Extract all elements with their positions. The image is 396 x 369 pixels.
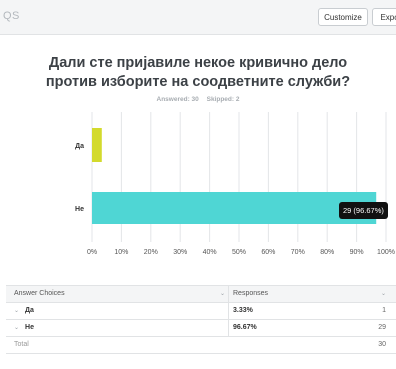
export-button[interactable]: Export (372, 8, 396, 26)
choice-label: Не (25, 324, 34, 331)
question-title-line1: Дали сте пријавиле некое кривично дело (48, 55, 348, 71)
bar-chart: 0% 10% 20% 30% 40% 50% 60% 70% 80% 90% 100% Да Не (75, 112, 395, 256)
question-label: QS (3, 10, 20, 22)
x-tick-label: 70% (291, 249, 305, 256)
responses-header[interactable]: Responses (233, 290, 269, 297)
question-title: Дали сте пријавиле некое кривично дело п… (40, 54, 356, 92)
x-tick-label: 40% (203, 249, 217, 256)
total-label: Total (14, 341, 29, 348)
customize-button[interactable]: Customize (318, 8, 368, 26)
column-divider (228, 286, 229, 302)
x-tick-label: 100% (377, 249, 395, 256)
x-tick-label: 90% (350, 249, 364, 256)
x-tick-label: 50% (232, 249, 246, 256)
chevron-down-icon[interactable]: ⌄ (14, 308, 20, 314)
response-percent: 3.33% (233, 307, 253, 314)
response-count: 1 (382, 307, 386, 314)
bar-tooltip: 29 (96.67%) (339, 202, 388, 219)
chevron-down-icon[interactable]: ⌄ (220, 291, 226, 297)
column-divider (228, 320, 229, 336)
x-tick-label: 10% (114, 249, 128, 256)
table-total-row: Total 30 (6, 337, 396, 354)
response-count: 29 (378, 324, 386, 331)
table-header: Answer Choices ⌄ Responses ⌄ (6, 285, 396, 303)
x-tick-label: 0% (87, 249, 97, 256)
chevron-down-icon[interactable]: ⌄ (380, 291, 386, 297)
bar (92, 128, 102, 162)
answered-count: Answered: 30 (156, 96, 199, 103)
answer-choices-header[interactable]: Answer Choices (14, 290, 65, 297)
x-tick-label: 30% (173, 249, 187, 256)
bar (92, 192, 377, 224)
table-row: ⌄ Не 96.67% 29 (6, 320, 396, 337)
responses-table: Answer Choices ⌄ Responses ⌄ ⌄ Да 3.33% 1… (6, 285, 396, 354)
chevron-down-icon[interactable]: ⌄ (14, 325, 20, 331)
category-label: Не (75, 206, 84, 213)
x-tick-label: 60% (261, 249, 275, 256)
choice-label: Да (25, 307, 34, 314)
x-tick-label: 80% (320, 249, 334, 256)
response-percent: 96.67% (233, 324, 257, 331)
total-value: 30 (378, 341, 386, 348)
toolbar: QS Customize Export (0, 0, 396, 35)
table-row: ⌄ Да 3.33% 1 (6, 303, 396, 320)
question-title-line2: против изборите на соодветните служби? (45, 74, 351, 90)
response-stats: Answered: 30 Skipped: 2 (0, 96, 396, 103)
x-tick-label: 20% (144, 249, 158, 256)
category-label: Да (75, 143, 84, 150)
column-divider (228, 303, 229, 319)
skipped-count: Skipped: 2 (206, 96, 240, 103)
